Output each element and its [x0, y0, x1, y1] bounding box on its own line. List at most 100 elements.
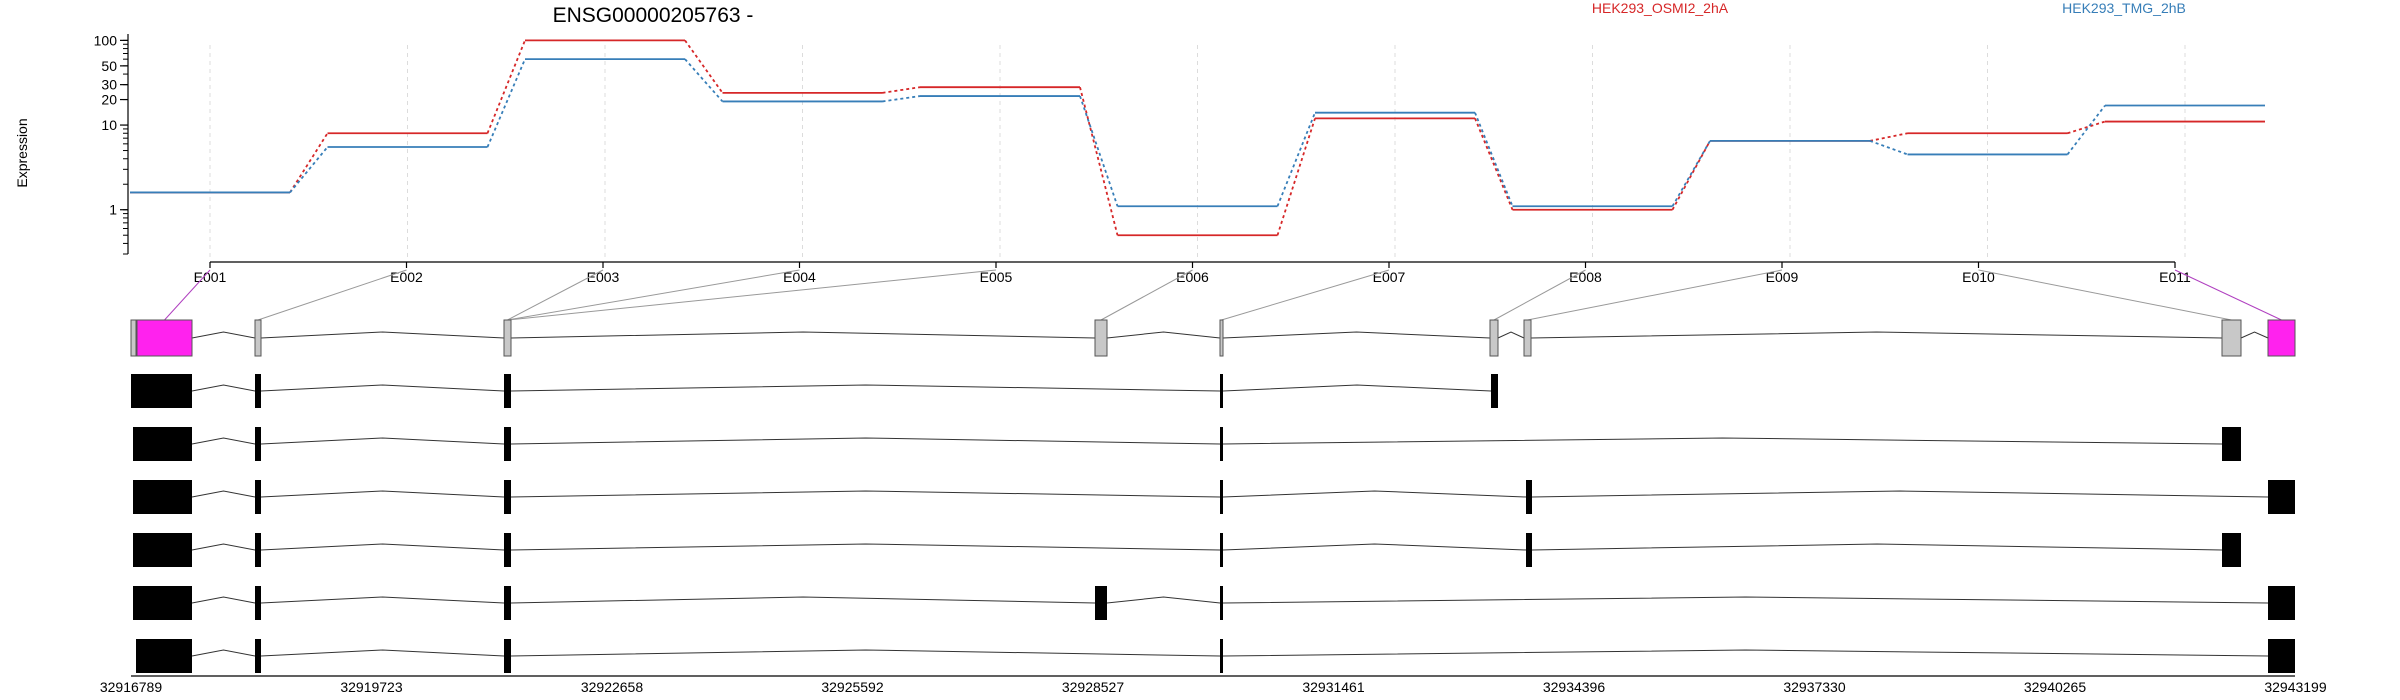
- transcript-exon: [2222, 427, 2241, 461]
- meta-exon: [1094, 319, 1108, 357]
- series-connector: [1276, 118, 1316, 236]
- genomic-tick-label: 32925592: [821, 679, 884, 695]
- y-tick-label: 10: [101, 117, 117, 133]
- genomic-tick-label: 32916789: [100, 679, 163, 695]
- transcript-4: [133, 533, 2241, 567]
- exon-mapping-line: [1527, 269, 1783, 321]
- transcript-intron-line: [191, 596, 2269, 604]
- x-tick-label: E006: [1176, 269, 1209, 285]
- genomic-tick-label: 32919723: [340, 679, 403, 695]
- transcript-exon: [131, 374, 192, 408]
- series-connector: [1276, 112, 1316, 207]
- series-connector: [882, 95, 921, 103]
- transcript-exon: [133, 586, 192, 620]
- exon-mapping-line: [164, 269, 211, 321]
- series-connector: [1474, 118, 1514, 211]
- transcript-2: [133, 427, 2241, 461]
- genomic-tick-label: 32928527: [1062, 679, 1125, 695]
- gene-structure-track: 32916789 32919723 32922658 32925592 32928527…: [100, 269, 2327, 695]
- transcript-exon: [133, 480, 192, 514]
- transcript-exon: [1526, 480, 1532, 514]
- transcript-6: [136, 639, 2295, 673]
- transcript-intron-line: [191, 437, 2223, 445]
- series-connector: [289, 132, 329, 193]
- transcript-exon: [133, 427, 192, 461]
- exon-mapping-line: [507, 269, 604, 321]
- transcript-exon: [255, 427, 261, 461]
- transcript-exon: [255, 586, 261, 620]
- y-tick-label: 50: [101, 58, 117, 74]
- x-tick-label: E002: [390, 269, 423, 285]
- y-tick-label: 100: [94, 32, 118, 48]
- exon-mapping-line: [2174, 269, 2282, 321]
- transcript-intron-line: [191, 649, 2269, 657]
- highlighted-exon: [2267, 319, 2296, 357]
- exon-mapping-line: [1493, 269, 1586, 321]
- transcript-exon: [2268, 586, 2295, 620]
- x-tick-label: E004: [783, 269, 816, 285]
- header-texts: ENSG00000205763 - HEK293_OSMI2_2hA HEK29…: [14, 0, 2186, 188]
- transcript-intron-line: [191, 384, 1492, 392]
- meta-exon: [254, 319, 262, 357]
- genomic-tick-label: 32937330: [1783, 679, 1846, 695]
- meta-exon: [1523, 319, 1532, 357]
- series-2: [130, 58, 2265, 208]
- genomic-tick-label: 32922658: [581, 679, 644, 695]
- legend-entry-tmg: HEK293_TMG_2hB: [2062, 0, 2186, 16]
- transcript-exon: [504, 427, 511, 461]
- transcript-exon: [255, 480, 261, 514]
- transcript-exon: [133, 533, 192, 567]
- x-tick-label: E010: [1962, 269, 1995, 285]
- series-connector: [882, 86, 921, 94]
- series-connector: [486, 40, 526, 134]
- series-connector: [1671, 140, 1711, 211]
- genomic-tick-label: 32940265: [2024, 679, 2087, 695]
- series-connector: [1869, 132, 1908, 142]
- meta-exon: [130, 319, 137, 357]
- transcript-exon: [504, 586, 511, 620]
- x-tick-label: E001: [194, 269, 227, 285]
- legend-entry-osmi2: HEK293_OSMI2_2hA: [1592, 0, 1729, 16]
- meta-exon: [1489, 319, 1499, 357]
- transcript-exon: [1220, 639, 1223, 673]
- series-connector: [2066, 104, 2106, 155]
- highlighted-exon: [136, 319, 193, 357]
- transcript-exon: [2268, 639, 2295, 673]
- genomic-tick-label: 32931461: [1302, 679, 1365, 695]
- transcript-exon: [1095, 586, 1107, 620]
- x-tick-label: E009: [1766, 269, 1799, 285]
- transcript-intron-line: [191, 490, 2269, 498]
- exon-mapping-line: [257, 269, 407, 321]
- transcript-exon: [136, 639, 192, 673]
- y-tick-label: 1: [109, 202, 117, 218]
- series-connector: [289, 146, 329, 194]
- transcript-exon: [255, 533, 261, 567]
- y-tick-label: 30: [101, 77, 117, 93]
- transcript-exon: [504, 480, 511, 514]
- y-tick-label: 20: [101, 92, 117, 108]
- x-tick-label: E008: [1569, 269, 1602, 285]
- transcript-exon: [1220, 480, 1223, 514]
- transcript-exon: [1491, 374, 1498, 408]
- meta-exon: [503, 319, 512, 357]
- x-tick-label: E007: [1373, 269, 1406, 285]
- genomic-tick-label: 32934396: [1543, 679, 1606, 695]
- transcript-3: [133, 480, 2295, 514]
- transcript-exon: [1220, 374, 1223, 408]
- transcript-5: [133, 586, 2295, 620]
- genomic-tick-label: 32943199: [2264, 679, 2327, 695]
- exon-mapping-line: [507, 269, 997, 321]
- series-connector: [1869, 140, 1908, 156]
- series-connector: [486, 58, 526, 148]
- transcript-exon: [2222, 533, 2241, 567]
- transcript-1: [131, 374, 1498, 408]
- transcript-exon: [1526, 533, 1532, 567]
- exon-mapping-line: [507, 269, 800, 321]
- exon-mapping-line: [1978, 269, 2232, 321]
- transcript-exon: [2268, 480, 2295, 514]
- series-connector: [2067, 120, 2106, 135]
- transcript-exon: [1220, 533, 1223, 567]
- x-tick-label: E011: [2159, 269, 2191, 285]
